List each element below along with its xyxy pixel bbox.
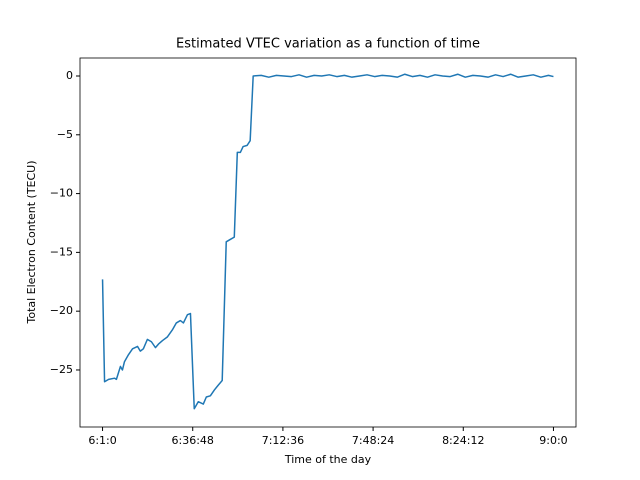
x-tick-label: 6:36:48 [172,434,214,447]
y-tick-label: 0 [66,69,73,82]
chart-title: Estimated VTEC variation as a function o… [176,37,480,52]
x-tick-label: 7:12:36 [262,434,304,447]
y-tick-label: −25 [50,363,73,376]
data-line [101,73,554,410]
y-axis-label: Total Electron Content (TECU) [25,160,38,324]
y-tick-label: −15 [50,245,73,258]
plot-frame [79,57,577,428]
x-tick-label: 8:24:12 [442,434,484,447]
x-tick-label: 6:1:0 [88,434,116,447]
x-axis-label: Time of the day [284,453,372,466]
x-tick-label: 7:48:24 [352,434,394,447]
y-tick-label: −5 [57,128,73,141]
x-tick-label: 9:0:0 [539,434,567,447]
y-tick-label: −20 [50,304,73,317]
y-tick-label: −10 [50,187,73,200]
